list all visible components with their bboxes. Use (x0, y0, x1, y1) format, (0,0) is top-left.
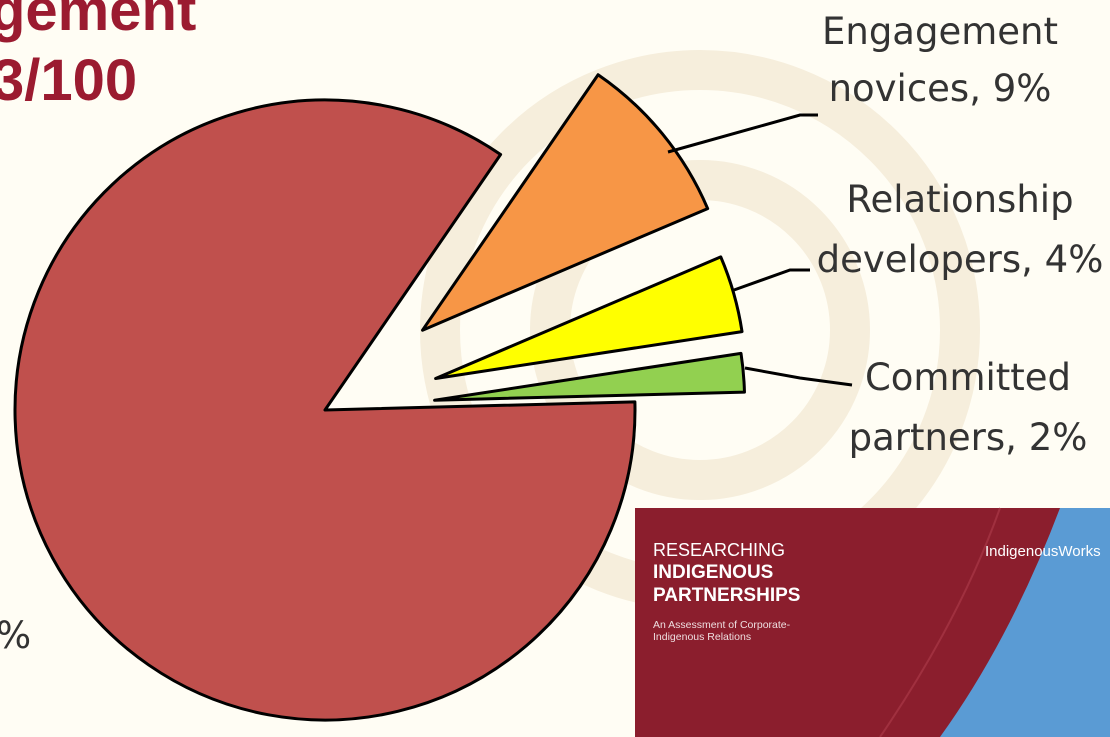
slice-label: Committed (865, 356, 1071, 399)
title-line: 3/100 (0, 48, 137, 113)
slice-label: partners, 2% (849, 416, 1088, 459)
slice-label: developers, 4% (817, 238, 1104, 281)
slice-label: % (0, 614, 31, 657)
cover-text: INDIGENOUS (653, 562, 773, 583)
slice-label: Engagement (822, 10, 1058, 53)
slice-label: Relationship (846, 178, 1073, 221)
cover-text: Indigenous Relations (653, 631, 751, 643)
slice-label: novices, 9% (829, 67, 1052, 110)
cover-text: PARTNERSHIPS (653, 585, 800, 606)
title-line: gement (0, 0, 196, 43)
cover-text: An Assessment of Corporate- (653, 619, 791, 631)
cover-brand: IndigenousWorks (985, 543, 1101, 560)
cover-text: RESEARCHING (653, 540, 785, 560)
page: {"chart_data": {"type": "pie", "title": … (0, 0, 1110, 737)
slide: gement 3/100 % Engagement novices, 9% Re… (0, 0, 1110, 737)
report-cover: RESEARCHING INDIGENOUS PARTNERSHIPS An A… (635, 508, 1110, 737)
